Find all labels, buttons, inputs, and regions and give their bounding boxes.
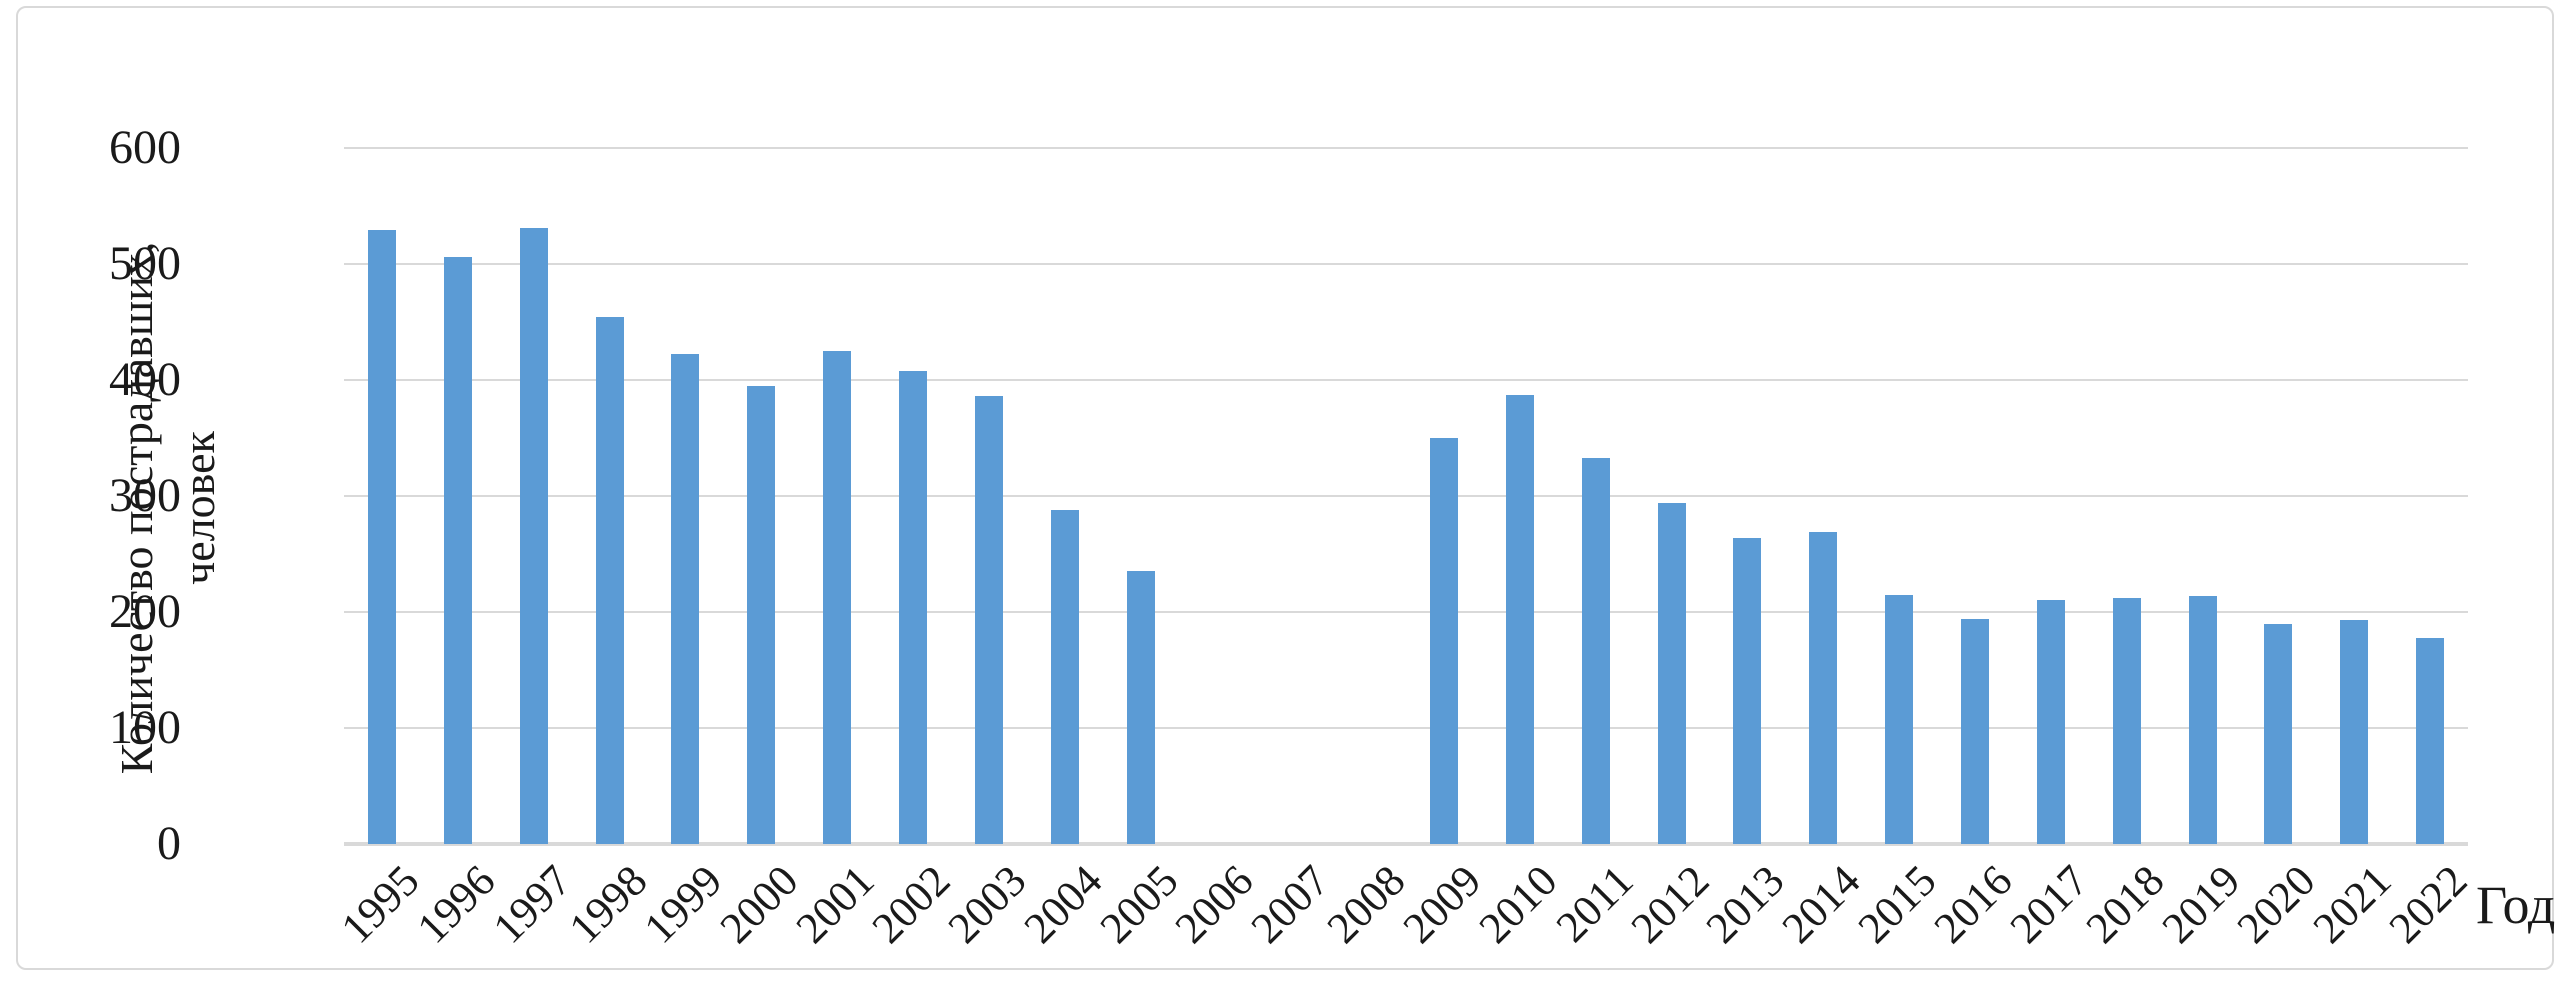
bar-2005	[1126, 571, 1155, 844]
bar-2020	[2264, 623, 2293, 844]
bar-2002	[898, 370, 927, 844]
chart-frame: Количество пострадавших, человек 0 100 200…	[16, 6, 2556, 970]
y-tick-label-300: 300	[109, 469, 181, 522]
x-axis-title: Год	[2476, 875, 2556, 935]
bar-2019	[2188, 595, 2217, 844]
gridline-400	[344, 379, 2468, 381]
y-tick-label-0: 0	[157, 817, 181, 870]
bar-2021	[2340, 620, 2369, 844]
gridline-100	[344, 727, 2468, 729]
bar-2004	[1050, 509, 1079, 844]
y-tick-label-100: 100	[109, 701, 181, 754]
bar-2017	[2036, 600, 2065, 844]
bar-2012	[1657, 502, 1686, 844]
gridline-300	[344, 495, 2468, 497]
bar-1995	[367, 230, 396, 844]
y-tick-label-400: 400	[109, 353, 181, 406]
bar-1999	[671, 354, 700, 844]
gridline-600	[344, 147, 2468, 149]
y-tick-label-600: 600	[109, 121, 181, 174]
plot-area: 0 100 200 300 400 500 600 1995 1996 1997 1998 1999 2…	[109, 124, 2477, 953]
gridline-200	[344, 611, 2468, 613]
bar-2009	[1429, 438, 1458, 844]
x-axis-line	[344, 842, 2468, 846]
y-tick-label-500: 500	[109, 237, 181, 290]
bar-2001	[823, 351, 852, 844]
bar-2018	[2112, 598, 2141, 844]
bar-2016	[1960, 618, 1989, 844]
bar-2000	[747, 385, 776, 844]
bar-2015	[1885, 594, 1914, 844]
bar-1997	[519, 228, 548, 844]
y-tick-label-200: 200	[109, 585, 181, 638]
bar-2011	[1581, 457, 1610, 844]
bar-2013	[1733, 537, 1762, 844]
bar-2014	[1809, 531, 1838, 844]
bar-2010	[1505, 395, 1534, 844]
bar-2022	[2416, 637, 2445, 844]
gridline-500	[344, 263, 2468, 265]
bar-1998	[595, 317, 624, 844]
bar-1996	[443, 257, 472, 844]
bar-2003	[974, 396, 1003, 844]
